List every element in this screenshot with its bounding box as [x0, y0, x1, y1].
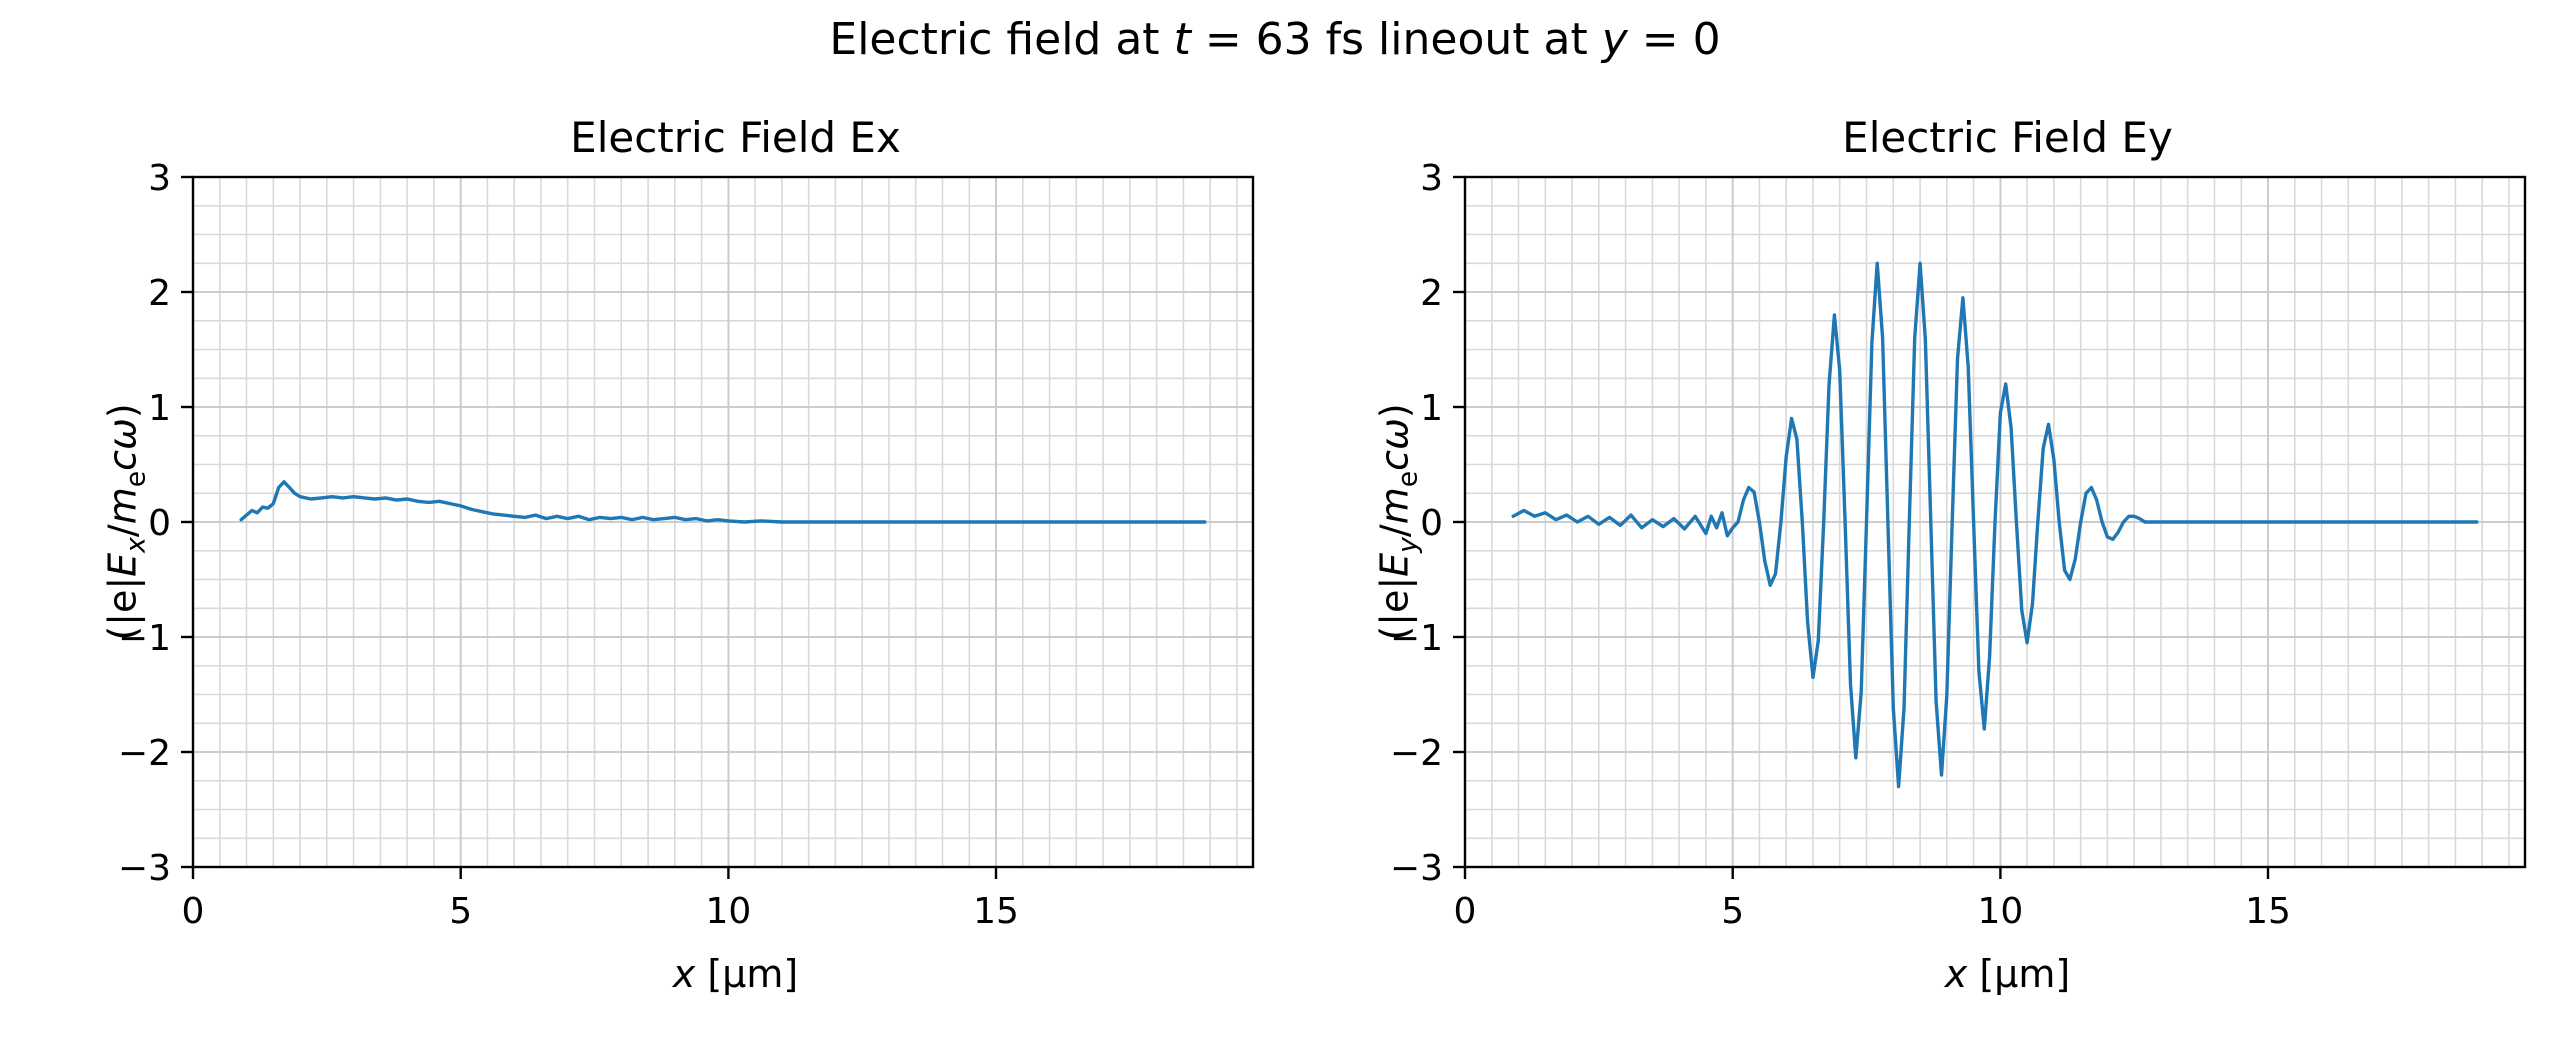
svg-text:10: 10 — [1977, 891, 2023, 932]
svg-text:10: 10 — [705, 891, 751, 932]
ey-canvas: 0 5 10 15 −3 −2 −1 0 1 2 3 — [1390, 158, 2527, 932]
ey-line — [1511, 261, 2479, 789]
ex-ticks: 0 5 10 15 −3 −2 −1 0 1 2 3 — [118, 158, 1019, 932]
svg-text:1: 1 — [148, 388, 171, 429]
svg-text:3: 3 — [148, 162, 171, 199]
subplot-ey-xlabel: x [µm] — [1944, 952, 2071, 996]
svg-text:−3: −3 — [1390, 848, 1443, 889]
svg-text:2: 2 — [1420, 273, 1443, 314]
ex-grid — [192, 176, 1253, 868]
subplot-ey-title: Electric Field Ey — [1842, 113, 2173, 162]
figure-suptitle: Electric field at t = 63 fs lineout at y… — [829, 14, 1721, 65]
svg-text:3: 3 — [1420, 162, 1443, 199]
svg-text:0: 0 — [182, 891, 205, 932]
svg-text:0: 0 — [1454, 891, 1477, 932]
svg-text:5: 5 — [1721, 891, 1744, 932]
subplot-ex-ylabel: (|e|Ex/mecω) — [100, 403, 152, 641]
subplot-ex-title: Electric Field Ex — [570, 113, 901, 162]
subplot-ex-plot-area: 0 5 10 15 −3 −2 −1 0 1 2 3 — [98, 158, 1278, 946]
svg-text:0: 0 — [1420, 503, 1443, 544]
svg-text:15: 15 — [2245, 891, 2291, 932]
subplot-ey-plot-area: 0 5 10 15 −3 −2 −1 0 1 2 3 — [1370, 158, 2550, 946]
svg-text:5: 5 — [449, 891, 472, 932]
svg-text:−3: −3 — [118, 848, 171, 889]
svg-text:−1: −1 — [1390, 618, 1443, 659]
svg-text:15: 15 — [973, 891, 1019, 932]
svg-text:−2: −2 — [118, 733, 171, 774]
ey-ticks: 0 5 10 15 −3 −2 −1 0 1 2 3 — [1390, 158, 2291, 932]
svg-text:0: 0 — [148, 503, 171, 544]
subplot-ex: Electric Field Ex (|e|Ex/mecω) 0 5 10 15 −3−… — [98, 92, 1278, 996]
subplot-ey: Electric Field Ey (|e|Ey/mecω) 0 5 10 15 −3−… — [1370, 92, 2550, 996]
ex-canvas: 0 5 10 15 −3 −2 −1 0 1 2 3 — [118, 158, 1255, 932]
svg-text:2: 2 — [148, 273, 171, 314]
subplot-ex-xlabel: x [µm] — [672, 952, 799, 996]
ex-line — [239, 480, 1207, 524]
plots-row: Electric Field Ex (|e|Ex/mecω) 0 5 10 15 −3−… — [0, 92, 2550, 996]
svg-text:1: 1 — [1420, 388, 1443, 429]
subplot-ey-ylabel: (|e|Ey/mecω) — [1372, 403, 1424, 641]
svg-text:−1: −1 — [118, 618, 171, 659]
svg-text:−2: −2 — [1390, 733, 1443, 774]
